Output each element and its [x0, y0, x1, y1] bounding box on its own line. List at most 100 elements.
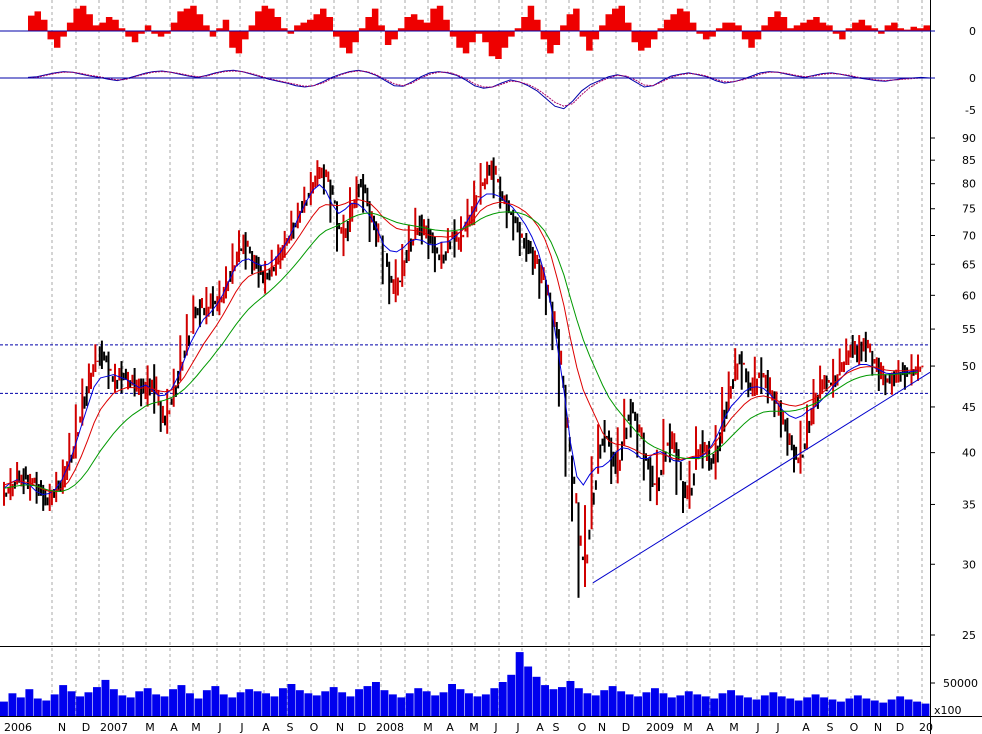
- volume-bar: [608, 686, 617, 716]
- volume-bar: [177, 685, 186, 716]
- tick-label: 70: [962, 230, 976, 243]
- volume-bar: [481, 694, 490, 716]
- volume-bar: [921, 703, 930, 716]
- volume-bar: [202, 690, 211, 716]
- volume-bar: [727, 690, 735, 716]
- volume-bar: [279, 688, 287, 716]
- oscillator-histogram-area: [28, 5, 930, 60]
- volume-bar: [25, 689, 34, 716]
- volume-bar: [219, 694, 228, 716]
- volume-bar: [684, 691, 693, 716]
- volume-bar: [600, 690, 609, 716]
- tick-label: 50000: [943, 677, 978, 690]
- volume-bar: [101, 679, 110, 716]
- month-label: A: [170, 721, 178, 734]
- tick-label: 25: [962, 629, 976, 642]
- volume-bar: [405, 693, 414, 716]
- volume-bar: [16, 697, 25, 716]
- tick-label: 30: [962, 558, 976, 571]
- month-label: J: [217, 721, 221, 734]
- volume-bar: [701, 696, 710, 716]
- month-label: M: [469, 721, 479, 734]
- tick-label: 45: [962, 401, 976, 414]
- month-label: D: [358, 721, 366, 734]
- volume-bar: [346, 696, 355, 716]
- volume-bar: [744, 697, 752, 716]
- volume-bar: [634, 696, 642, 716]
- moving-average-line: [3, 198, 918, 492]
- volume-bar: [135, 691, 144, 716]
- volume-bar: [211, 686, 220, 716]
- volume-bar: [524, 666, 533, 716]
- volume-bar: [380, 690, 389, 716]
- volume-bar: [8, 693, 17, 716]
- month-label: M: [423, 721, 433, 734]
- month-label: A: [706, 721, 714, 734]
- volume-bar: [574, 688, 583, 716]
- volume-panel: 50000 x100: [0, 652, 978, 717]
- volume-bar: [465, 693, 473, 716]
- month-label: O: [310, 721, 319, 734]
- volume-bar: [33, 698, 42, 716]
- volume-bar: [152, 694, 161, 716]
- volume-bar: [887, 699, 896, 716]
- volume-bar: [693, 694, 702, 716]
- volume-bar: [558, 687, 566, 716]
- month-label: J: [775, 721, 779, 734]
- volume-bar: [236, 692, 245, 716]
- tick-label: 80: [962, 178, 976, 191]
- volume-bar: [845, 698, 854, 716]
- volume-bar: [820, 697, 828, 716]
- volume-bar: [143, 688, 152, 716]
- volume-bar: [870, 700, 879, 716]
- volume-bar: [515, 652, 524, 716]
- volume-bar: [769, 692, 778, 716]
- tick-label: 0: [969, 72, 976, 85]
- tick-label: 90: [962, 132, 976, 145]
- volume-bar: [186, 693, 194, 716]
- oscillator-lines-panel: 0 -5: [0, 69, 976, 117]
- volume-bar: [853, 695, 862, 716]
- month-label: O: [578, 721, 587, 734]
- volume-bar: [456, 689, 465, 716]
- volume-bar: [42, 700, 51, 716]
- volume-bar: [253, 691, 262, 716]
- volume-bar: [803, 697, 812, 716]
- volume-bar: [431, 695, 440, 716]
- volume-bar: [329, 687, 338, 716]
- volume-bar: [659, 693, 668, 716]
- volume-bar: [507, 674, 516, 716]
- support-trendline: [592, 371, 931, 584]
- volume-bar: [777, 696, 786, 716]
- volume-bar: [295, 690, 304, 716]
- volume-bar: [126, 697, 135, 716]
- volume-bar: [642, 692, 651, 716]
- volume-bar: [913, 701, 921, 716]
- volume-bar: [59, 685, 68, 716]
- volume-bar: [228, 697, 237, 716]
- tick-label: 55: [962, 323, 976, 336]
- volume-bar: [355, 689, 363, 716]
- month-label: 2009: [646, 721, 674, 734]
- month-label: 2007: [100, 721, 128, 734]
- tick-label: 85: [962, 154, 976, 167]
- tick-label: 65: [962, 258, 976, 271]
- volume-bar: [760, 695, 769, 716]
- month-label: S: [287, 721, 294, 734]
- volume-bar: [194, 698, 203, 716]
- month-label: D: [622, 721, 630, 734]
- month-label: 2008: [376, 721, 404, 734]
- tick-label: 0: [969, 25, 976, 38]
- volume-bar: [414, 688, 423, 716]
- volume-bar: [270, 696, 279, 716]
- month-label: J: [239, 721, 243, 734]
- month-label: J: [493, 721, 497, 734]
- month-label: A: [536, 721, 544, 734]
- tick-label: 40: [962, 447, 976, 460]
- month-label: 20: [919, 721, 933, 734]
- tick-label: -5: [965, 104, 976, 117]
- volume-bar: [397, 697, 406, 716]
